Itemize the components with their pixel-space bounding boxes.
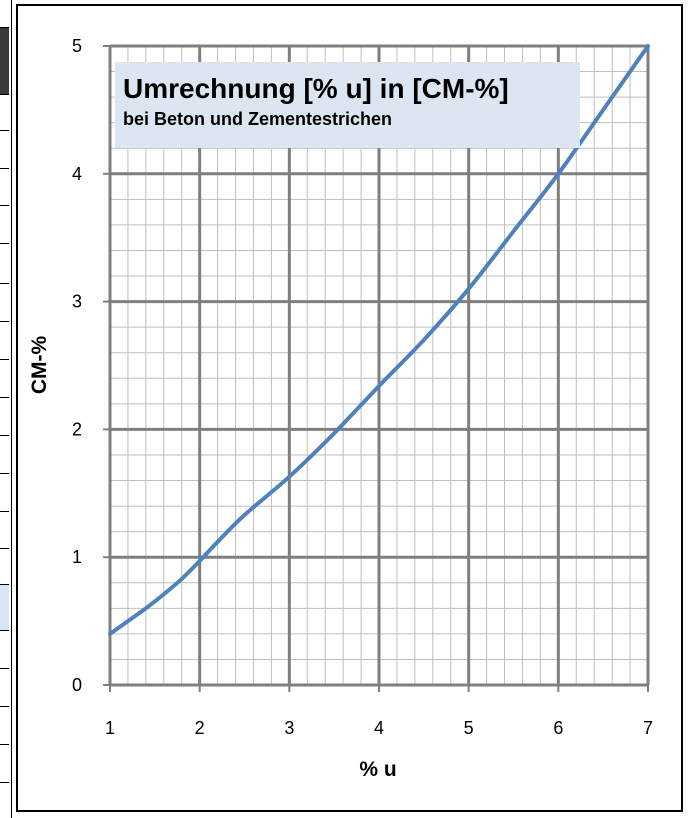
sheet-row-line [0,548,9,549]
x-tick-label: 1 [105,718,115,738]
series-line [108,44,650,636]
sheet-row-line [0,473,9,474]
sheet-row-line [0,584,9,585]
sheet-row-line [0,283,9,284]
x-tick-label: 3 [284,718,294,738]
sheet-row-line [0,27,9,28]
y-tick-label: 2 [72,419,82,439]
sheet-row-line [0,744,9,745]
y-tick-label: 0 [72,675,82,695]
sheet-row-line [0,397,9,398]
major-gridlines [103,44,650,692]
y-axis-label: CM-% [28,336,51,395]
x-tick-labels: 1 2 3 4 5 6 7 [105,718,653,738]
x-tick-label: 6 [553,718,563,738]
sheet-row-line [0,511,9,512]
y-tick-labels: 0 1 2 3 4 5 [72,36,82,695]
sheet-row-line [0,782,9,783]
sheet-row-line [0,359,9,360]
x-tick-label: 4 [374,718,384,738]
sheet-row-line [0,205,9,206]
x-axis-label: % u [359,758,396,781]
x-tick-label: 5 [464,718,474,738]
sheet-blue-cell [0,584,9,630]
left-sheet-edge [0,0,12,818]
sheet-row-line [0,94,9,95]
y-tick-label: 5 [72,36,82,56]
sheet-row-line [0,130,9,131]
chart-title: Umrechnung [% u] in [CM-%] [123,73,509,104]
sheet-row-line [0,668,9,669]
chart-title-box: Umrechnung [% u] in [CM-%] bei Beton und… [115,62,580,148]
y-tick-label: 4 [72,164,82,184]
y-tick-label: 1 [72,547,82,567]
x-tick-label: 2 [195,718,205,738]
sheet-dark-cell [0,27,9,94]
chart-subtitle: bei Beton und Zementestrichen [123,109,393,129]
sheet-row-line [0,706,9,707]
sheet-row-line [0,168,9,169]
sheet-row-line [0,630,9,631]
sheet-row-line [0,435,9,436]
y-tick-label: 3 [72,292,82,312]
x-tick-label: 7 [643,718,653,738]
sheet-row-line [0,243,9,244]
sheet-row-line [0,321,9,322]
